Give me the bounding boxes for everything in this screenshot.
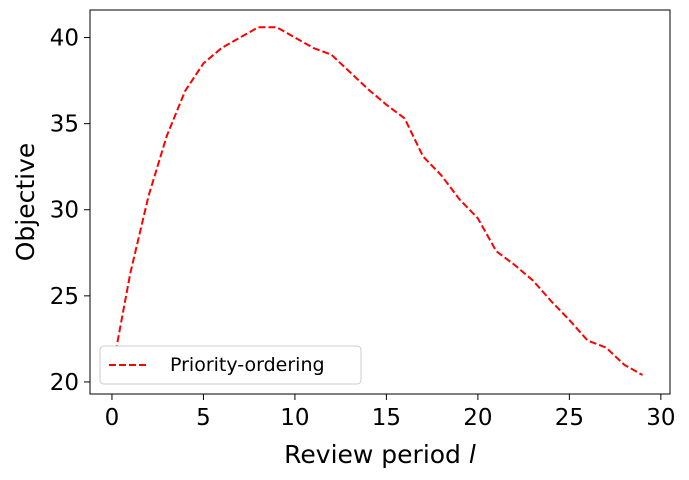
x-axis-label-text: Review period xyxy=(284,440,461,469)
y-axis-label: Objective xyxy=(11,143,40,262)
x-tick-label: 0 xyxy=(105,405,120,431)
y-tick-label: 35 xyxy=(50,112,79,138)
x-tick-label: 25 xyxy=(555,405,584,431)
x-tick-label: 20 xyxy=(463,405,492,431)
x-tick-label: 10 xyxy=(280,405,309,431)
x-tick-label: 30 xyxy=(646,405,675,431)
x-axis-label: Review period l xyxy=(284,440,476,469)
y-tick-label: 25 xyxy=(50,284,79,310)
y-tick-label: 20 xyxy=(50,370,79,396)
legend: Priority-ordering xyxy=(100,346,361,384)
x-tick-label: 15 xyxy=(372,405,401,431)
y-tick-label: 40 xyxy=(50,26,79,52)
y-tick-label: 30 xyxy=(50,198,79,224)
x-tick-label: 5 xyxy=(196,405,211,431)
legend-label: Priority-ordering xyxy=(170,354,325,376)
x-axis-label-variable: l xyxy=(469,440,476,469)
